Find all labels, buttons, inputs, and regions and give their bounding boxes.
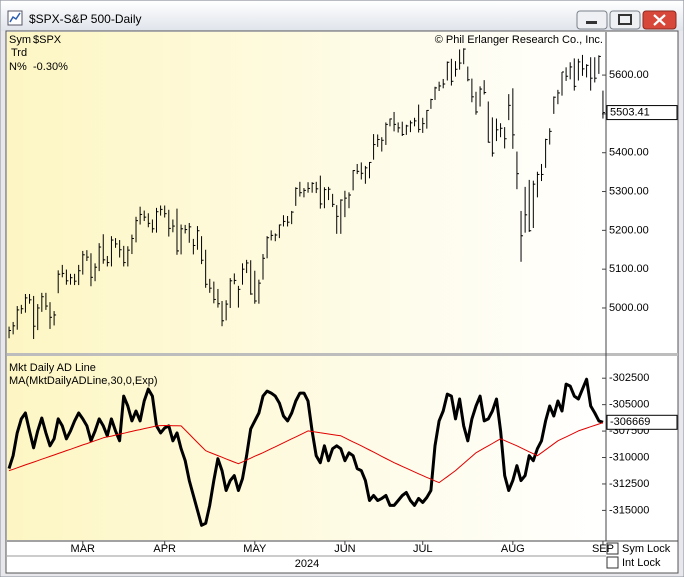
last-price-label: 5503.41 bbox=[610, 106, 650, 118]
y-tick-label: 5300.00 bbox=[609, 185, 649, 197]
legend-pct-label: N% bbox=[9, 61, 27, 73]
year-label: 2024 bbox=[295, 558, 319, 570]
x-tick-label: SEP bbox=[592, 543, 614, 555]
int-lock-checkbox[interactable]: Int Lock bbox=[606, 556, 661, 569]
legend-sym-label: Sym bbox=[9, 34, 31, 46]
y-tick-label: 5000.00 bbox=[609, 302, 649, 314]
y-tick-label: -312500 bbox=[609, 478, 649, 490]
window-title: $SPX-S&P 500-Daily bbox=[29, 12, 142, 26]
legend-trd-label: Trd bbox=[11, 47, 27, 59]
window-icon bbox=[7, 10, 23, 26]
y-tick-label: -315000 bbox=[609, 504, 649, 516]
close-button[interactable] bbox=[642, 10, 677, 30]
maximize-button[interactable] bbox=[609, 10, 641, 30]
title-bar bbox=[1, 1, 683, 31]
legend-entry: Mkt Daily AD Line bbox=[9, 362, 96, 374]
x-tick-label: MAR bbox=[71, 543, 96, 555]
int-lock-label: Int Lock bbox=[622, 557, 661, 569]
y-tick-label: -302500 bbox=[609, 372, 649, 384]
sym-lock-label: Sym Lock bbox=[622, 543, 671, 555]
y-tick-label: -305000 bbox=[609, 399, 649, 411]
sym-lock-checkbox[interactable]: Sym Lock bbox=[606, 542, 671, 555]
price-bars bbox=[8, 48, 605, 340]
x-tick-label: APR bbox=[153, 543, 176, 555]
y-tick-label: 5100.00 bbox=[609, 263, 649, 275]
price-panel bbox=[7, 32, 606, 353]
series-line bbox=[7, 377, 604, 527]
x-tick-label: JUN bbox=[334, 543, 355, 555]
y-tick-label: -310000 bbox=[609, 451, 649, 463]
minimize-button[interactable] bbox=[576, 10, 608, 30]
last-price-label-box bbox=[606, 105, 678, 121]
copyright: © Phil Erlanger Research Co., Inc. bbox=[435, 34, 603, 46]
last-value-label-box bbox=[606, 414, 678, 430]
panel-separator bbox=[7, 353, 678, 356]
y-tick-label: 5400.00 bbox=[609, 147, 649, 159]
y-tick-label: 5600.00 bbox=[609, 69, 649, 81]
ad-panel bbox=[7, 356, 606, 540]
y-tick-label: 5200.00 bbox=[609, 224, 649, 236]
ad-lines bbox=[7, 377, 604, 527]
last-value-label: -306669 bbox=[610, 416, 650, 428]
x-tick-label: AUG bbox=[501, 543, 525, 555]
x-tick-label: MAY bbox=[243, 543, 267, 555]
legend-symbol: $SPX bbox=[33, 34, 62, 46]
legend-pct: -0.30% bbox=[33, 61, 68, 73]
series-line bbox=[8, 422, 604, 484]
legend-entry: MA(MktDailyADLine,30,0,Exp) bbox=[9, 375, 158, 387]
x-tick-label: JUL bbox=[413, 543, 433, 555]
